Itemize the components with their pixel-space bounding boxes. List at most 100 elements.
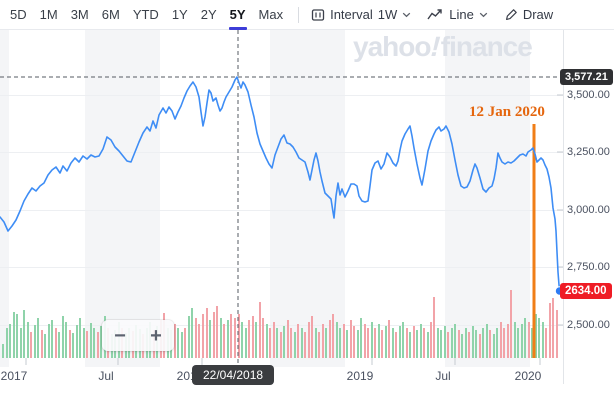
- range-1m[interactable]: 1M: [39, 6, 58, 22]
- volume-bar: [188, 316, 190, 358]
- range-ytd[interactable]: YTD: [132, 6, 159, 22]
- volume-bar: [297, 324, 299, 358]
- volume-bar: [535, 314, 537, 358]
- volume-bar: [486, 324, 488, 358]
- volume-bar: [174, 324, 176, 358]
- draw-button[interactable]: Draw: [504, 7, 553, 22]
- chart-type-dropdown[interactable]: Line: [427, 7, 488, 22]
- zoom-in-button[interactable]: +: [150, 324, 162, 347]
- interval-dropdown[interactable]: Interval 1W: [311, 7, 411, 22]
- volume-bar: [364, 324, 366, 358]
- range-1y[interactable]: 1Y: [171, 6, 188, 22]
- volume-bar: [55, 328, 57, 358]
- volume-bar: [44, 334, 46, 358]
- volume-bar: [339, 328, 341, 358]
- volume-bar: [357, 330, 359, 358]
- volume-bar: [290, 328, 292, 358]
- volume-bar: [399, 326, 401, 358]
- volume-bar: [252, 316, 254, 358]
- volume-bar: [409, 332, 411, 358]
- volume-bar: [416, 330, 418, 358]
- volume-bar: [269, 328, 271, 358]
- chart-type-label: Line: [449, 7, 474, 22]
- volume-bar: [51, 320, 53, 358]
- toolbar-divider: [298, 6, 300, 23]
- background-stripe: [270, 30, 345, 367]
- range-5d[interactable]: 5D: [10, 6, 27, 22]
- volume-bar: [202, 314, 204, 358]
- background-stripe: [445, 30, 530, 367]
- volume-bar: [381, 330, 383, 358]
- last-price-badge: 2634.00: [560, 283, 612, 299]
- range-2y[interactable]: 2Y: [200, 6, 217, 22]
- volume-bar: [20, 328, 22, 358]
- volume-bar: [472, 326, 474, 358]
- volume-bar: [378, 324, 380, 358]
- volume-bar: [262, 318, 264, 358]
- volume-bar: [177, 328, 179, 358]
- volume-bar: [6, 328, 8, 358]
- volume-bar: [83, 328, 85, 358]
- volume-bar: [496, 328, 498, 358]
- volume-bar: [13, 312, 15, 358]
- volume-bar: [343, 324, 345, 358]
- volume-bar: [402, 322, 404, 358]
- range-5y[interactable]: 5Y: [228, 0, 247, 30]
- volume-bar: [48, 324, 50, 358]
- volume-bar: [216, 306, 218, 358]
- volume-bar: [191, 308, 193, 358]
- volume-bar: [531, 328, 533, 358]
- volume-bar: [283, 326, 285, 358]
- volume-bar: [346, 330, 348, 358]
- volume-bar: [30, 332, 32, 358]
- volume-bar: [427, 332, 429, 358]
- volume-bar: [493, 334, 495, 358]
- x-tick-label: 2017: [0, 369, 28, 383]
- volume-bar: [517, 328, 519, 358]
- volume-bar: [371, 322, 373, 358]
- volume-bar: [468, 332, 470, 358]
- range-6m[interactable]: 6M: [101, 6, 120, 22]
- volume-bar: [37, 318, 39, 358]
- volume-bar: [413, 326, 415, 358]
- volume-bar: [360, 318, 362, 358]
- x-tick-label: Jul: [435, 369, 451, 383]
- volume-bar: [395, 332, 397, 358]
- volume-bar: [350, 320, 352, 358]
- range-3m[interactable]: 3M: [70, 6, 89, 22]
- volume-bar: [76, 325, 78, 358]
- volume-bar: [311, 316, 313, 358]
- chart-toolbar: 5D 1M 3M 6M YTD 1Y 2Y 5Y Max Interval 1W Line: [0, 0, 614, 30]
- volume-bar: [213, 312, 215, 358]
- volume-bar: [482, 328, 484, 358]
- volume-bar: [248, 320, 250, 358]
- volume-bar: [514, 322, 516, 358]
- interval-label: Interval: [330, 7, 373, 22]
- volume-bar: [322, 324, 324, 358]
- volume-bar: [549, 303, 551, 358]
- volume-bar: [198, 324, 200, 358]
- x-tick-label: Jul: [98, 369, 114, 383]
- volume-bar: [280, 332, 282, 358]
- volume-bar: [440, 330, 442, 358]
- zoom-controls: − +: [102, 320, 174, 351]
- chevron-down-icon: [479, 12, 488, 17]
- volume-bar: [206, 308, 208, 358]
- volume-bar: [388, 320, 390, 358]
- background-stripe: [0, 30, 9, 367]
- event-annotation: 12 Jan 2020: [469, 104, 545, 120]
- crosshair-date-tooltip: 22/04/2018: [192, 365, 275, 385]
- volume-bar: [433, 297, 435, 358]
- range-max[interactable]: Max: [258, 6, 284, 22]
- volume-bar: [454, 324, 456, 358]
- volume-bar: [538, 318, 540, 358]
- zoom-out-button[interactable]: −: [114, 324, 126, 347]
- volume-bar: [220, 318, 222, 358]
- volume-bar: [27, 322, 29, 358]
- volume-bar: [72, 333, 74, 358]
- volume-bar: [336, 322, 338, 358]
- volume-bar: [479, 334, 481, 358]
- volume-bar: [545, 328, 547, 358]
